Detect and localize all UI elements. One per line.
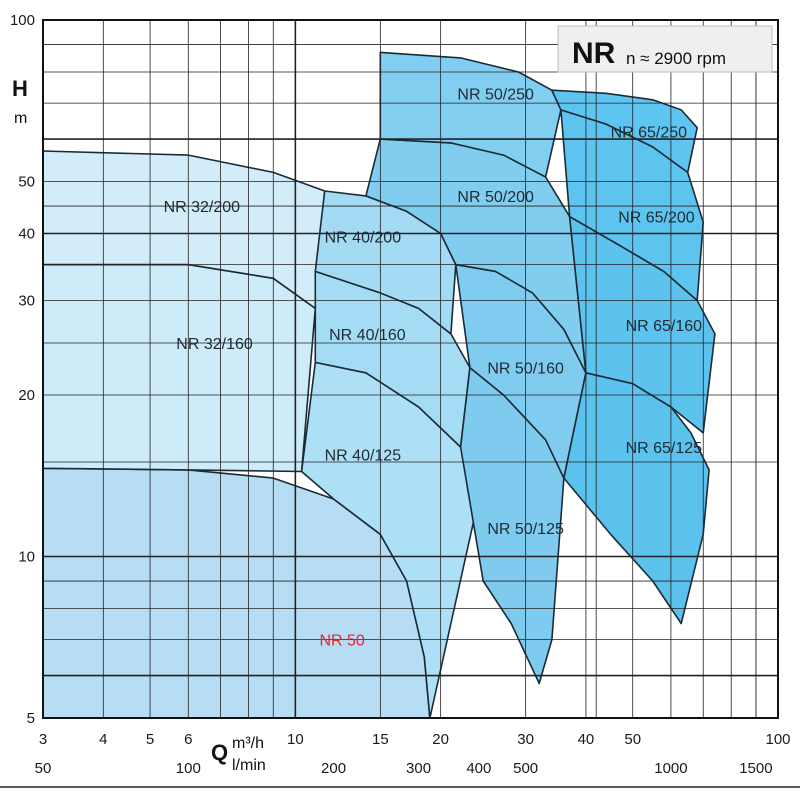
x-tick-label: 15: [372, 731, 389, 748]
y-axis-letter: H: [12, 76, 28, 101]
x-secondary-tick-label: 300: [406, 760, 431, 777]
label-nr-65-200: NR 65/200: [618, 210, 695, 227]
x-tick-label: 3: [39, 731, 47, 748]
x-tick-label: 30: [517, 731, 534, 748]
x-axis-primary-unit: m³/h: [232, 735, 264, 752]
y-tick-label: 5: [27, 710, 35, 727]
x-tick-label: 40: [578, 731, 595, 748]
label-nr-65-125: NR 65/125: [626, 440, 703, 457]
label-nr-50-200: NR 50/200: [457, 189, 534, 206]
x-secondary-tick-label: 1500: [739, 760, 772, 777]
label-nr-40-125: NR 40/125: [325, 447, 402, 464]
label-nr-50: NR 50: [319, 633, 364, 650]
x-tick-label: 10: [287, 731, 304, 748]
x-secondary-tick-label: 500: [513, 760, 538, 777]
label-nr-40-160: NR 40/160: [329, 327, 406, 344]
y-tick-label: 100: [10, 12, 35, 29]
label-nr-50-250: NR 50/250: [457, 86, 534, 103]
label-nr-50-125: NR 50/125: [487, 521, 564, 538]
y-axis-ticks: 5 10 20 30 40 50 100: [10, 12, 35, 727]
performance-regions: [42, 20, 778, 719]
x-tick-label: 100: [765, 731, 790, 748]
x-secondary-tick-label: 100: [176, 760, 201, 777]
x-axis-secondary-ticks: 50 100 200 300 400 500 1000 1500: [35, 760, 773, 777]
region-nr-50-250: [379, 51, 562, 178]
x-tick-label: 50: [624, 731, 641, 748]
chart-grid: [42, 19, 779, 719]
label-nr-65-160: NR 65/160: [626, 318, 703, 335]
x-axis-secondary-unit: l/min: [232, 757, 266, 774]
y-tick-label: 50: [18, 174, 35, 191]
region-nr-32-160: [42, 263, 317, 473]
region-labels: NR 50 NR 32/160 NR 32/200 NR 40/125 NR 40/16…: [164, 86, 703, 649]
plot-frame: [42, 19, 779, 719]
y-axis-unit: m: [14, 110, 27, 127]
x-tick-label: 5: [146, 731, 154, 748]
x-secondary-tick-label: 1000: [654, 760, 687, 777]
x-secondary-tick-label: 200: [321, 760, 346, 777]
plot-border: [42, 19, 779, 719]
x-secondary-tick-label: 400: [466, 760, 491, 777]
chart-title: NR: [572, 37, 616, 70]
y-tick-label: 40: [18, 225, 35, 242]
label-nr-40-200: NR 40/200: [325, 229, 402, 246]
y-tick-label: 20: [18, 387, 35, 404]
region-nr-65-250: [551, 89, 699, 174]
x-tick-label: 4: [99, 731, 107, 748]
x-secondary-tick-label: 50: [35, 760, 52, 777]
chart-subtitle: n ≈ 2900 rpm: [626, 49, 726, 68]
x-axis-ticks: 3 4 5 6 10 15 20 30 40 50 100: [39, 731, 791, 748]
y-tick-label: 10: [18, 548, 35, 565]
title-box: NR n ≈ 2900 rpm: [557, 25, 773, 73]
label-nr-50-160: NR 50/160: [487, 361, 564, 378]
x-tick-label: 20: [432, 731, 449, 748]
label-nr-65-250: NR 65/250: [611, 124, 688, 141]
label-nr-32-160: NR 32/160: [176, 336, 253, 353]
y-tick-label: 30: [18, 293, 35, 310]
label-nr-32-200: NR 32/200: [164, 199, 241, 216]
x-axis-letter: Q: [211, 740, 228, 765]
x-tick-label: 6: [184, 731, 192, 748]
